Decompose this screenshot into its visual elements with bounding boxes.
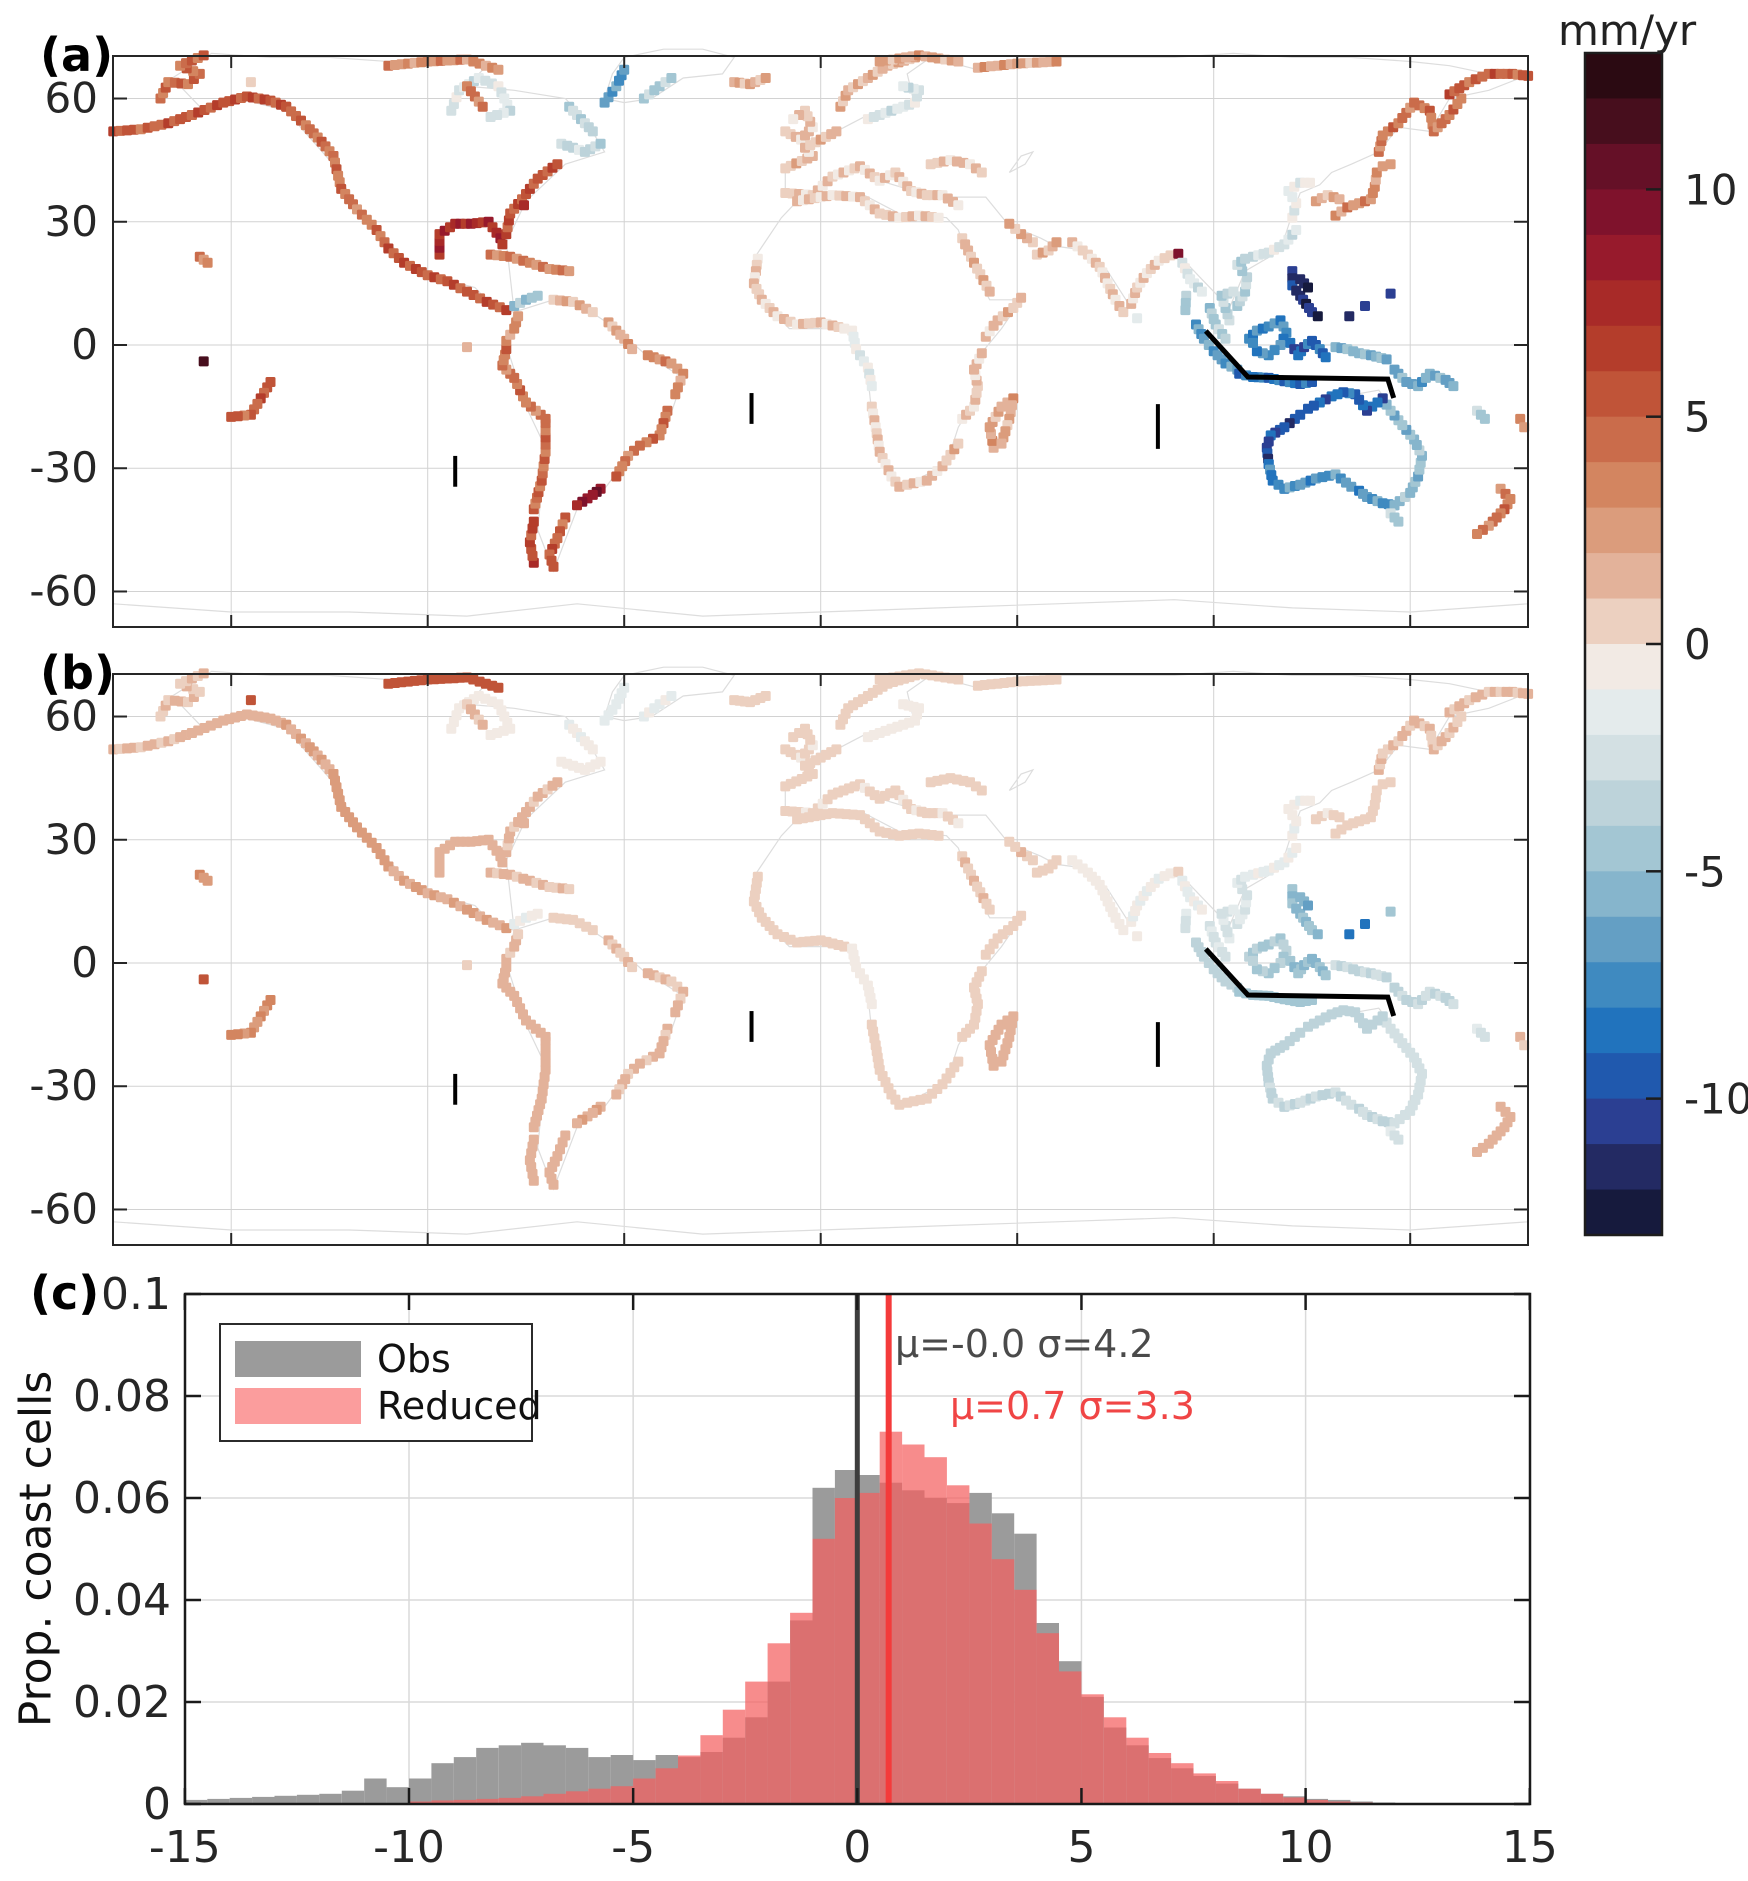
histogram-x-tick-label: -5 xyxy=(611,1822,655,1873)
map-a-lat-tick-label: 60 xyxy=(45,74,98,123)
colorbar-title: mm/yr xyxy=(1558,6,1697,55)
legend-row-obs: Obs xyxy=(235,1336,517,1382)
map-a-lat-tick-label: 30 xyxy=(45,197,98,246)
map-panel-a: 60 30 0 -30 -60 xyxy=(29,48,1534,628)
colorbar-tick-label: 10 xyxy=(1684,165,1737,214)
colorbar-tick-label: -5 xyxy=(1684,847,1726,896)
reduced-stats-annotation: μ=0.7 σ=3.3 xyxy=(950,1384,1195,1428)
histogram-y-tick-label: 0.08 xyxy=(73,1371,171,1422)
histogram-legend: Obs Reduced xyxy=(219,1323,542,1442)
histogram-x-tick-label: 5 xyxy=(1067,1822,1095,1873)
obs-swatch xyxy=(235,1340,361,1377)
panel-c-label: (c) xyxy=(30,1266,100,1320)
colorbar-tick-label: 5 xyxy=(1684,393,1711,442)
legend-row-reduced: Reduced xyxy=(235,1383,542,1429)
map-b-lat-tick-label: 0 xyxy=(71,938,98,987)
map-a-lat-tick-label: -30 xyxy=(29,443,98,492)
histogram-y-tick-label: 0.1 xyxy=(101,1269,171,1320)
map-a-transect-line xyxy=(1203,329,1397,399)
map-b-transect-line xyxy=(1203,947,1397,1017)
histogram-x-tick-label: 0 xyxy=(843,1822,871,1873)
panel-a-label: (a) xyxy=(40,28,114,82)
colorbar: 10 5 0 -5 -10 xyxy=(1583,51,1748,1237)
colorbar-tick-label: 0 xyxy=(1684,620,1711,669)
obs-legend-label: Obs xyxy=(377,1336,451,1381)
colorbar-tick-label: -10 xyxy=(1684,1075,1748,1124)
histogram-bars-reduced xyxy=(409,1431,1396,1805)
map-b-lat-tick-label: 30 xyxy=(45,815,98,864)
map-a-coastal-trend-squares xyxy=(108,50,1534,572)
histogram-ylabel: Prop. coast cells xyxy=(10,1370,62,1728)
map-b-lat-tick-label: -30 xyxy=(29,1061,98,1110)
histogram-bars-obs xyxy=(184,1470,1396,1804)
histogram-x-tick-label: -15 xyxy=(149,1822,221,1873)
histogram-y-tick-label: 0.04 xyxy=(73,1575,171,1626)
map-b-lat-tick-label: -60 xyxy=(29,1184,98,1233)
histogram-y-tick-label: 0.06 xyxy=(73,1473,171,1524)
histogram-panel: -15 -10 -5 0 5 10 15 0 0.02 0.04 0.06 0.08 0.1 xyxy=(73,1269,1558,1873)
map-a-lat-tick-label: 0 xyxy=(71,320,98,369)
map-b-coastal-trend-squares xyxy=(108,668,1534,1190)
reduced-swatch xyxy=(235,1388,361,1425)
reduced-legend-label: Reduced xyxy=(377,1384,542,1429)
histogram-x-tick-label: -10 xyxy=(373,1822,445,1873)
map-a-lat-tick-label: -60 xyxy=(29,566,98,615)
map-panel-b: 60 30 0 -30 -60 xyxy=(29,666,1534,1246)
panel-b-label: (b) xyxy=(40,646,115,700)
histogram-x-tick-label: 10 xyxy=(1278,1822,1334,1873)
histogram-y-tick-label: 0.02 xyxy=(73,1677,171,1728)
map-b-lat-tick-label: 60 xyxy=(45,692,98,741)
histogram-y-tick-label: 0 xyxy=(143,1779,171,1830)
obs-stats-annotation: μ=-0.0 σ=4.2 xyxy=(895,1322,1154,1366)
histogram-x-tick-label: 15 xyxy=(1502,1822,1558,1873)
